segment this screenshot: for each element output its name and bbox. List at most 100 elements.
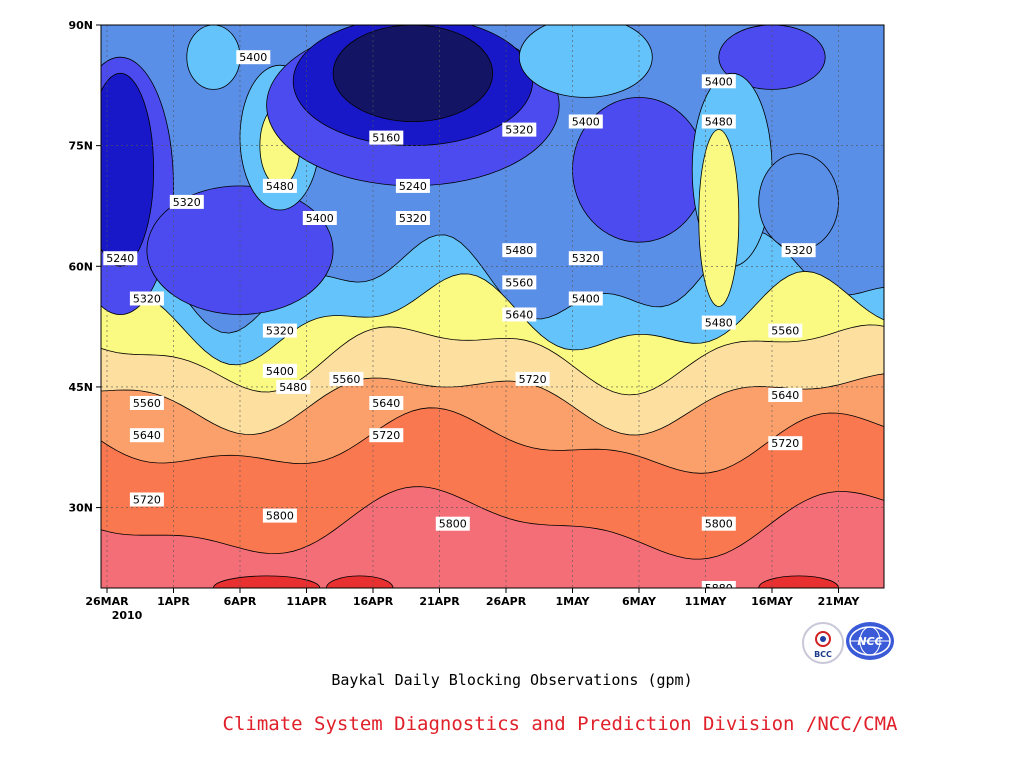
- contour-label-5320: 5320: [395, 211, 430, 225]
- contour-label-box: [262, 323, 297, 338]
- contour-label-box: [129, 492, 164, 507]
- y-axis-ticks: 90N 75N 60N 45N 30N: [68, 19, 101, 515]
- x-tick-label: 11APR: [286, 595, 327, 608]
- contour-label-box: [701, 516, 736, 531]
- contour-label-box: [502, 122, 537, 137]
- contour-label-text: 5720: [771, 437, 799, 450]
- contour-label-5320: 5320: [262, 323, 297, 338]
- contour-label-5320: 5320: [568, 251, 603, 266]
- contour-label-text: 5400: [306, 212, 334, 225]
- contour-label-box: [395, 178, 430, 193]
- contour-label-text: 5400: [266, 365, 294, 378]
- contour-label-5240: 5240: [103, 251, 138, 266]
- cell-5240-top-right: [718, 25, 826, 90]
- contour-label-text: 5480: [279, 381, 307, 394]
- contour-labels: 5400 5160 5240 5320 5320 5400 5400 5480 5480 5400…: [63, 50, 816, 595]
- contour-label-text: 5640: [133, 429, 161, 442]
- cell-5880-mid-apr: [326, 575, 394, 588]
- contour-label-text: 5160: [372, 132, 400, 145]
- x-tick-label: 16APR: [353, 595, 394, 608]
- contour-label-5640: 5640: [502, 307, 537, 322]
- x-tick-label: 11MAY: [685, 595, 728, 608]
- contour-label-text: 5320: [173, 196, 201, 209]
- contour-label-5480: 5480: [262, 178, 297, 193]
- contour-label-text: 5800: [705, 518, 733, 531]
- contour-label-box: [169, 194, 204, 209]
- contour-label-5480: 5480: [701, 315, 736, 330]
- contour-label-box: [262, 508, 297, 523]
- x-axis-year-label: 2010: [112, 609, 143, 622]
- contour-label-box: [236, 50, 271, 65]
- contour-label-text: 5480: [705, 116, 733, 129]
- y-tick-label: 30N: [68, 502, 93, 515]
- y-tick-label: 60N: [68, 260, 93, 273]
- contour-label-box: [568, 114, 603, 129]
- y-tick-label: 75N: [68, 140, 93, 153]
- contour-label-5640: 5640: [129, 428, 164, 443]
- contour-label-5320: 5320: [781, 243, 816, 258]
- contour-label-5240: 5240: [395, 178, 430, 193]
- contour-label-box: [262, 178, 297, 193]
- contour-label-box: [502, 243, 537, 258]
- contour-label-5160: 5160: [369, 130, 404, 145]
- x-tick-label: 6APR: [224, 595, 257, 608]
- contour-label-box: [768, 323, 803, 338]
- contour-label-box: [302, 211, 337, 225]
- contour-label-text: 5800: [439, 518, 467, 531]
- contour-label-box: [369, 396, 404, 410]
- contour-label-box: [768, 436, 803, 451]
- band-5800-5880: [101, 486, 884, 588]
- contour-label-text: 5560: [771, 325, 799, 338]
- contour-label-box: [103, 251, 138, 266]
- contour-label-box: [568, 251, 603, 266]
- contour-label-5400: 5400: [262, 363, 297, 378]
- contour-label-box: [129, 396, 164, 410]
- cell-below-5160-core: [332, 25, 494, 122]
- contour-label-text: 5560: [505, 276, 533, 289]
- cell-5880-apr: [213, 575, 321, 588]
- contour-label-5720: 5720: [129, 492, 164, 507]
- contour-label-box: [369, 428, 404, 443]
- contour-label-5400: 5400: [701, 74, 736, 89]
- cell-5320-may-right: [758, 153, 839, 251]
- contour-label-5480: 5480: [276, 379, 311, 394]
- contour-label-5800: 5800: [435, 516, 470, 531]
- contour-label-box: [515, 371, 550, 386]
- contour-label-text: 5400: [705, 75, 733, 88]
- contour-label-5560: 5560: [329, 371, 364, 386]
- plot-frame: [100, 24, 885, 589]
- bcc-logo: BCC: [802, 622, 844, 664]
- contour-label-text: 5320: [572, 252, 600, 265]
- contour-label-5560: 5560: [129, 396, 164, 410]
- x-tick-label: 21MAY: [818, 595, 861, 608]
- cell-5880-may: [758, 575, 839, 588]
- cell-5400-may: [518, 25, 653, 98]
- gridlines: [101, 24, 884, 588]
- contour-label-text: 5320: [266, 325, 294, 338]
- x-tick-label: 16MAY: [751, 595, 794, 608]
- contour-label-box: [701, 315, 736, 330]
- contour-label-text: 5320: [399, 212, 427, 225]
- x-tick-label: 26MAR: [85, 595, 129, 608]
- contour-label-5480: 5480: [63, 332, 97, 346]
- contour-label-5640: 5640: [369, 396, 404, 410]
- contour-label-box: [129, 428, 164, 443]
- contour-label-text: 5320: [505, 124, 533, 137]
- contour-label-5320: 5320: [502, 122, 537, 137]
- contour-label-text: 5400: [572, 293, 600, 306]
- contour-label-box: [568, 291, 603, 306]
- contour-label-box: [502, 275, 537, 290]
- contour-label-box: [262, 363, 297, 378]
- contour-label-box: [329, 371, 364, 386]
- x-axis-ticks: 26MAR 1APR 6APR 11APR 16APR 21APR 26APR 1MAY 6MA…: [85, 588, 860, 608]
- contour-label-5560: 5560: [502, 275, 537, 290]
- credit-line: Climate System Diagnostics and Predictio…: [222, 713, 898, 735]
- contour-label-box: [781, 243, 816, 258]
- contour-label-box: [768, 388, 803, 402]
- contour-label-text: 5880: [705, 582, 733, 595]
- contour-label-5400: 5400: [568, 291, 603, 306]
- contour-label-text: 5480: [505, 244, 533, 257]
- contour-label-box: [502, 307, 537, 322]
- contour-label-5320: 5320: [129, 291, 164, 306]
